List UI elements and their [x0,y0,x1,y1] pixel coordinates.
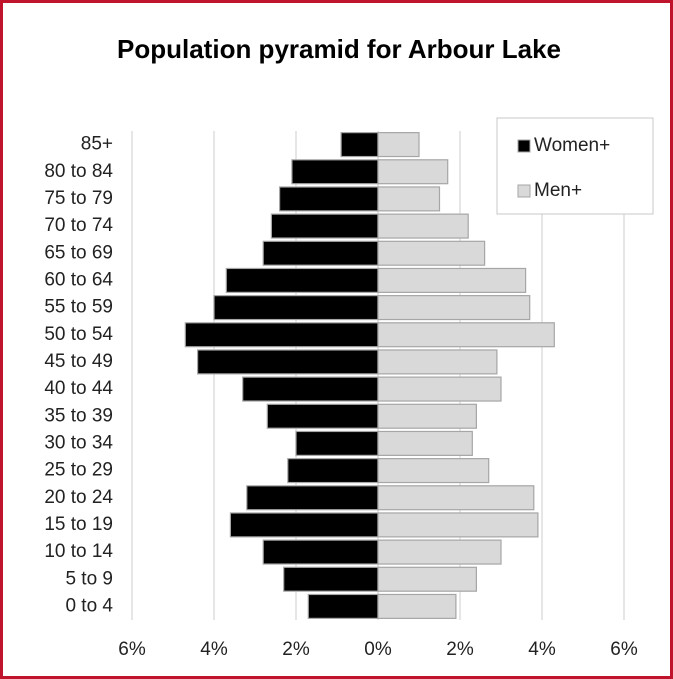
bar [262,539,379,565]
bar [262,240,379,266]
y-tick-label: 80 to 84 [44,161,113,182]
bar [213,295,379,321]
bar [291,159,379,185]
x-tick-label: 6% [118,639,146,660]
bar [246,485,379,511]
bar [377,485,535,511]
bar [377,430,473,456]
y-tick-label: 85+ [81,134,113,155]
bar [377,593,457,619]
x-tick-label: 4% [528,639,556,660]
y-tick-label: 35 to 39 [44,405,113,426]
legend-box [496,117,654,215]
bar [197,349,379,375]
chart-title: Population pyramid for Arbour Lake [117,34,561,64]
bar [377,566,478,592]
y-tick-label: 65 to 69 [44,242,113,263]
bar [184,322,379,348]
y-tick-label: 15 to 19 [44,514,113,535]
bar [377,295,531,321]
legend-swatch [517,139,531,153]
legend-swatch [517,184,531,198]
legend-label: Men+ [534,180,582,201]
bar [283,566,379,592]
x-tick-label: 2% [446,639,474,660]
bar [270,213,379,239]
bar [377,267,527,293]
bar [225,267,379,293]
bar [377,512,539,538]
bar [266,403,379,429]
bar [295,430,379,456]
y-tick-label: 45 to 49 [44,351,113,372]
bar [279,186,379,212]
y-tick-label: 0 to 4 [65,595,113,616]
bar [377,458,490,484]
bar [340,132,379,158]
chart: 6% 4% 2% 0% 2% 4% 6% 85+ 80 to 84 75 to 79 70 to 7… [44,117,654,660]
bar [377,240,486,266]
y-tick-label: 55 to 59 [44,297,113,318]
y-tick-label: 5 to 9 [65,568,113,589]
x-tick-label: 4% [200,639,228,660]
y-tick-label: 50 to 54 [44,324,113,345]
x-tick-label: 0% [364,639,392,660]
y-tick-label: 30 to 34 [44,432,113,453]
bar [377,159,449,185]
bar [377,376,502,402]
legend-label: Women+ [534,135,610,156]
bar [377,322,555,348]
bar [377,213,469,239]
x-tick-label: 2% [282,639,310,660]
bar [377,349,498,375]
x-tick-label: 6% [610,639,638,660]
y-tick-label: 25 to 29 [44,460,113,481]
bar [242,376,379,402]
bar [307,593,379,619]
bar [287,458,379,484]
bar [229,512,379,538]
bar [377,403,478,429]
y-tick-label: 60 to 64 [44,269,113,290]
y-tick-label: 10 to 14 [44,541,113,562]
y-tick-label: 20 to 24 [44,487,113,508]
bar [377,132,420,158]
y-tick-label: 70 to 74 [44,215,113,236]
bar [377,539,502,565]
y-tick-label: 75 to 79 [44,188,113,209]
y-tick-label: 40 to 44 [44,378,113,399]
bar [377,186,441,212]
